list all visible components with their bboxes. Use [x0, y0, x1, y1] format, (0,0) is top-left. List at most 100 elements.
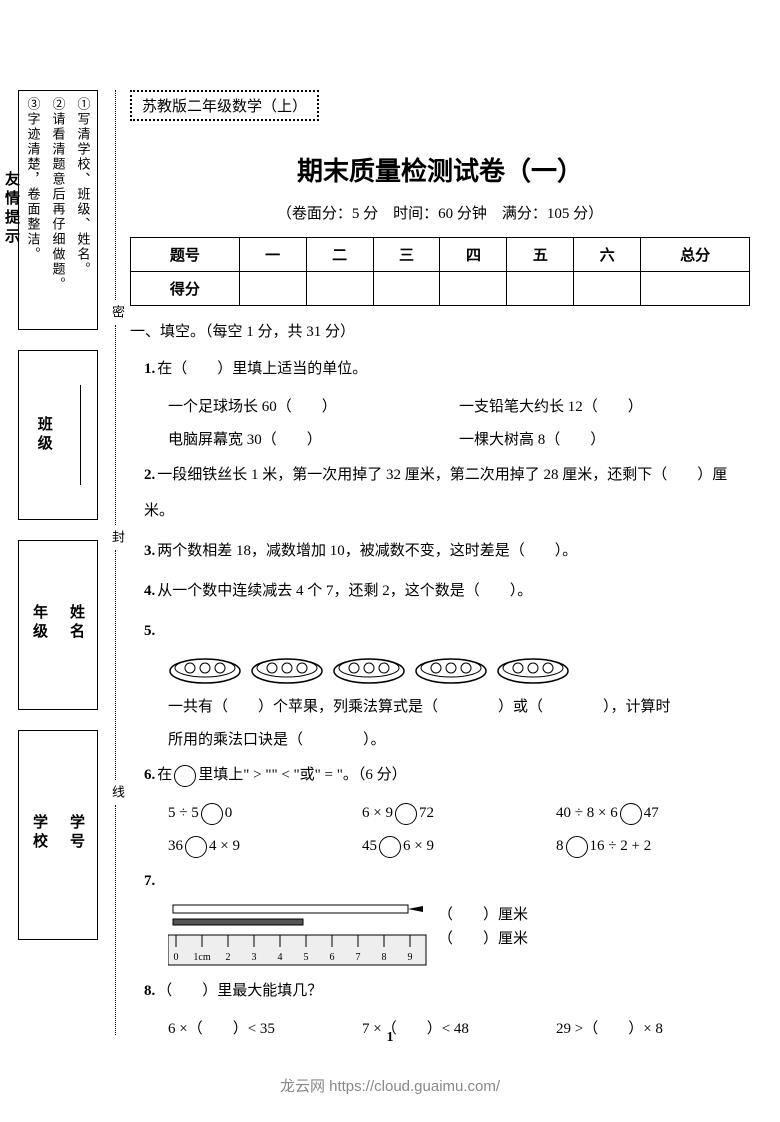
cell-7	[641, 272, 750, 306]
tip-3: ③字迹清楚，卷面整洁。	[24, 97, 43, 323]
seal-c: 线	[108, 785, 127, 798]
edition-badge: 苏教版二年级数学（上）	[130, 90, 319, 121]
th-3: 三	[373, 238, 440, 272]
q6r1e: 40 ÷ 8 × 6	[556, 805, 618, 821]
plate-3	[332, 655, 406, 685]
q1-row1: 一个足球场长 60（ ） 一支铅笔大约长 12（ ）	[168, 391, 750, 424]
tips-box: ③字迹清楚，卷面整洁。 ②请看清题意后再仔细做题。 ①写清学校、班级、姓名。 友…	[18, 90, 98, 330]
q6r2d: 6 × 9	[403, 838, 434, 854]
q6r1f: 47	[644, 805, 659, 821]
grade-name-box: 年级 姓名	[18, 540, 98, 710]
q5b: 所用的乘法口诀是（ ）。	[168, 724, 750, 757]
q7: 7.	[144, 863, 750, 899]
q1a: 一个足球场长 60（ ）	[168, 391, 459, 424]
cell-6	[574, 272, 641, 306]
plate-2	[250, 655, 324, 685]
ruler-svg: 01cm23456789	[168, 903, 428, 973]
label-name: 姓名	[66, 604, 87, 642]
th-4: 四	[440, 238, 507, 272]
plate-1	[168, 655, 242, 685]
svg-text:7: 7	[356, 952, 361, 963]
c5	[379, 836, 401, 858]
q6-row1: 5 ÷ 5 0 6 × 9 72 40 ÷ 8 × 6 47	[168, 797, 750, 830]
c1	[201, 803, 223, 825]
c6	[566, 836, 588, 858]
c2	[395, 803, 417, 825]
th-5: 五	[507, 238, 574, 272]
cell-1	[239, 272, 306, 306]
main-content: 苏教版二年级数学（上） 期末质量检测试卷（一） （卷面分：5 分 时间：60 分…	[130, 90, 750, 1046]
q6r1a: 5 ÷ 5	[168, 805, 199, 821]
svg-text:6: 6	[330, 952, 335, 963]
seal-b: 封	[108, 530, 127, 543]
ruler-area: 01cm23456789 （ ）厘米 （ ）厘米	[168, 903, 750, 973]
svg-text:0: 0	[174, 952, 179, 963]
dot-2	[115, 325, 116, 525]
q8: 8.（ ）里最大能填几？	[144, 973, 750, 1009]
cell-3	[373, 272, 440, 306]
plate-5	[496, 655, 570, 685]
q6-s2: 里填上" > "" < "或" = "。（6 分）	[198, 767, 406, 783]
plate-4	[414, 655, 488, 685]
q8-stem: （ ）里最大能填几？	[157, 983, 322, 999]
svg-text:1cm: 1cm	[193, 952, 210, 963]
seal-a: 密	[108, 305, 127, 318]
label-grade: 年级	[29, 604, 50, 642]
q6r2b: 4 × 9	[209, 838, 240, 854]
q6r1d: 72	[419, 805, 434, 821]
cell-5	[507, 272, 574, 306]
th-7: 总分	[641, 238, 750, 272]
class-line	[80, 385, 82, 485]
page-subtitle: （卷面分：5 分 时间：60 分钟 满分：105 分）	[130, 202, 750, 223]
svg-text:9: 9	[408, 952, 413, 963]
q2: 2.一段细铁丝长 1 米，第一次用掉了 32 厘米，第二次用掉了 28 厘米，还…	[144, 457, 750, 529]
q6r2f: 16 ÷ 2 + 2	[590, 838, 652, 854]
q6-s1: 在	[157, 767, 172, 783]
dot-1	[115, 90, 116, 300]
dot-4	[115, 805, 116, 1035]
score-table: 题号 一 二 三 四 五 六 总分 得分	[130, 237, 750, 306]
q1: 1.在（ ）里填上适当的单位。	[144, 351, 750, 387]
section-a-head: 一、填空。（每空 1 分，共 31 分）	[130, 320, 750, 341]
q1d: 一棵大树高 8（ ）	[459, 424, 750, 457]
cell-2	[306, 272, 373, 306]
q4-text: 从一个数中连续减去 4 个 7，还剩 2，这个数是（ ）。	[157, 583, 532, 599]
q2-text: 一段细铁丝长 1 米，第一次用掉了 32 厘米，第二次用掉了 28 厘米，还剩下…	[144, 467, 727, 519]
q6r1c: 6 × 9	[362, 805, 393, 821]
th-2: 二	[306, 238, 373, 272]
svg-text:3: 3	[252, 952, 257, 963]
q3-text: 两个数相差 18，减数增加 10，被减数不变，这时差是（ ）。	[157, 543, 577, 559]
q7b: （ ）厘米	[438, 927, 528, 951]
page-credit: 龙云网 https://cloud.guaimu.com/	[0, 1075, 780, 1096]
q1c: 电脑屏幕宽 30（ ）	[168, 424, 459, 457]
page-number: 1	[0, 1030, 780, 1046]
svg-text:2: 2	[226, 952, 231, 963]
q1b: 一支铅笔大约长 12（ ）	[459, 391, 750, 424]
q6r1b: 0	[225, 805, 233, 821]
q6: 6.在里填上" > "" < "或" = "。（6 分）	[144, 757, 750, 793]
svg-text:5: 5	[304, 952, 309, 963]
svg-text:4: 4	[278, 952, 283, 963]
tip-2: ②请看清题意后再仔细做题。	[49, 97, 68, 323]
label-school: 学校	[29, 814, 50, 852]
q1-stem: 在（ ）里填上适当的单位。	[157, 361, 367, 377]
q7-labels: （ ）厘米 （ ）厘米	[438, 903, 528, 951]
q1-row2: 电脑屏幕宽 30（ ） 一棵大树高 8（ ）	[168, 424, 750, 457]
school-sid-box: 学校 学号	[18, 730, 98, 940]
label-class: 班级	[34, 416, 55, 454]
dot-3	[115, 550, 116, 780]
q6-circle-stem	[174, 765, 196, 787]
row-label: 得分	[131, 272, 240, 306]
th-1: 一	[239, 238, 306, 272]
q3: 3.两个数相差 18，减数增加 10，被减数不变，这时差是（ ）。	[144, 533, 750, 569]
page-title: 期末质量检测试卷（一）	[130, 151, 750, 188]
tips-heading: 友情提示	[1, 171, 22, 247]
score-value-row: 得分	[131, 272, 750, 306]
tip-1: ①写清学校、班级、姓名。	[74, 97, 93, 323]
q4: 4.从一个数中连续减去 4 个 7，还剩 2，这个数是（ ）。	[144, 573, 750, 609]
apple-plates	[168, 655, 750, 685]
c4	[185, 836, 207, 858]
label-sid: 学号	[66, 814, 87, 852]
q6r2e: 8	[556, 838, 564, 854]
seal-line: 密 封 线	[108, 90, 124, 1050]
